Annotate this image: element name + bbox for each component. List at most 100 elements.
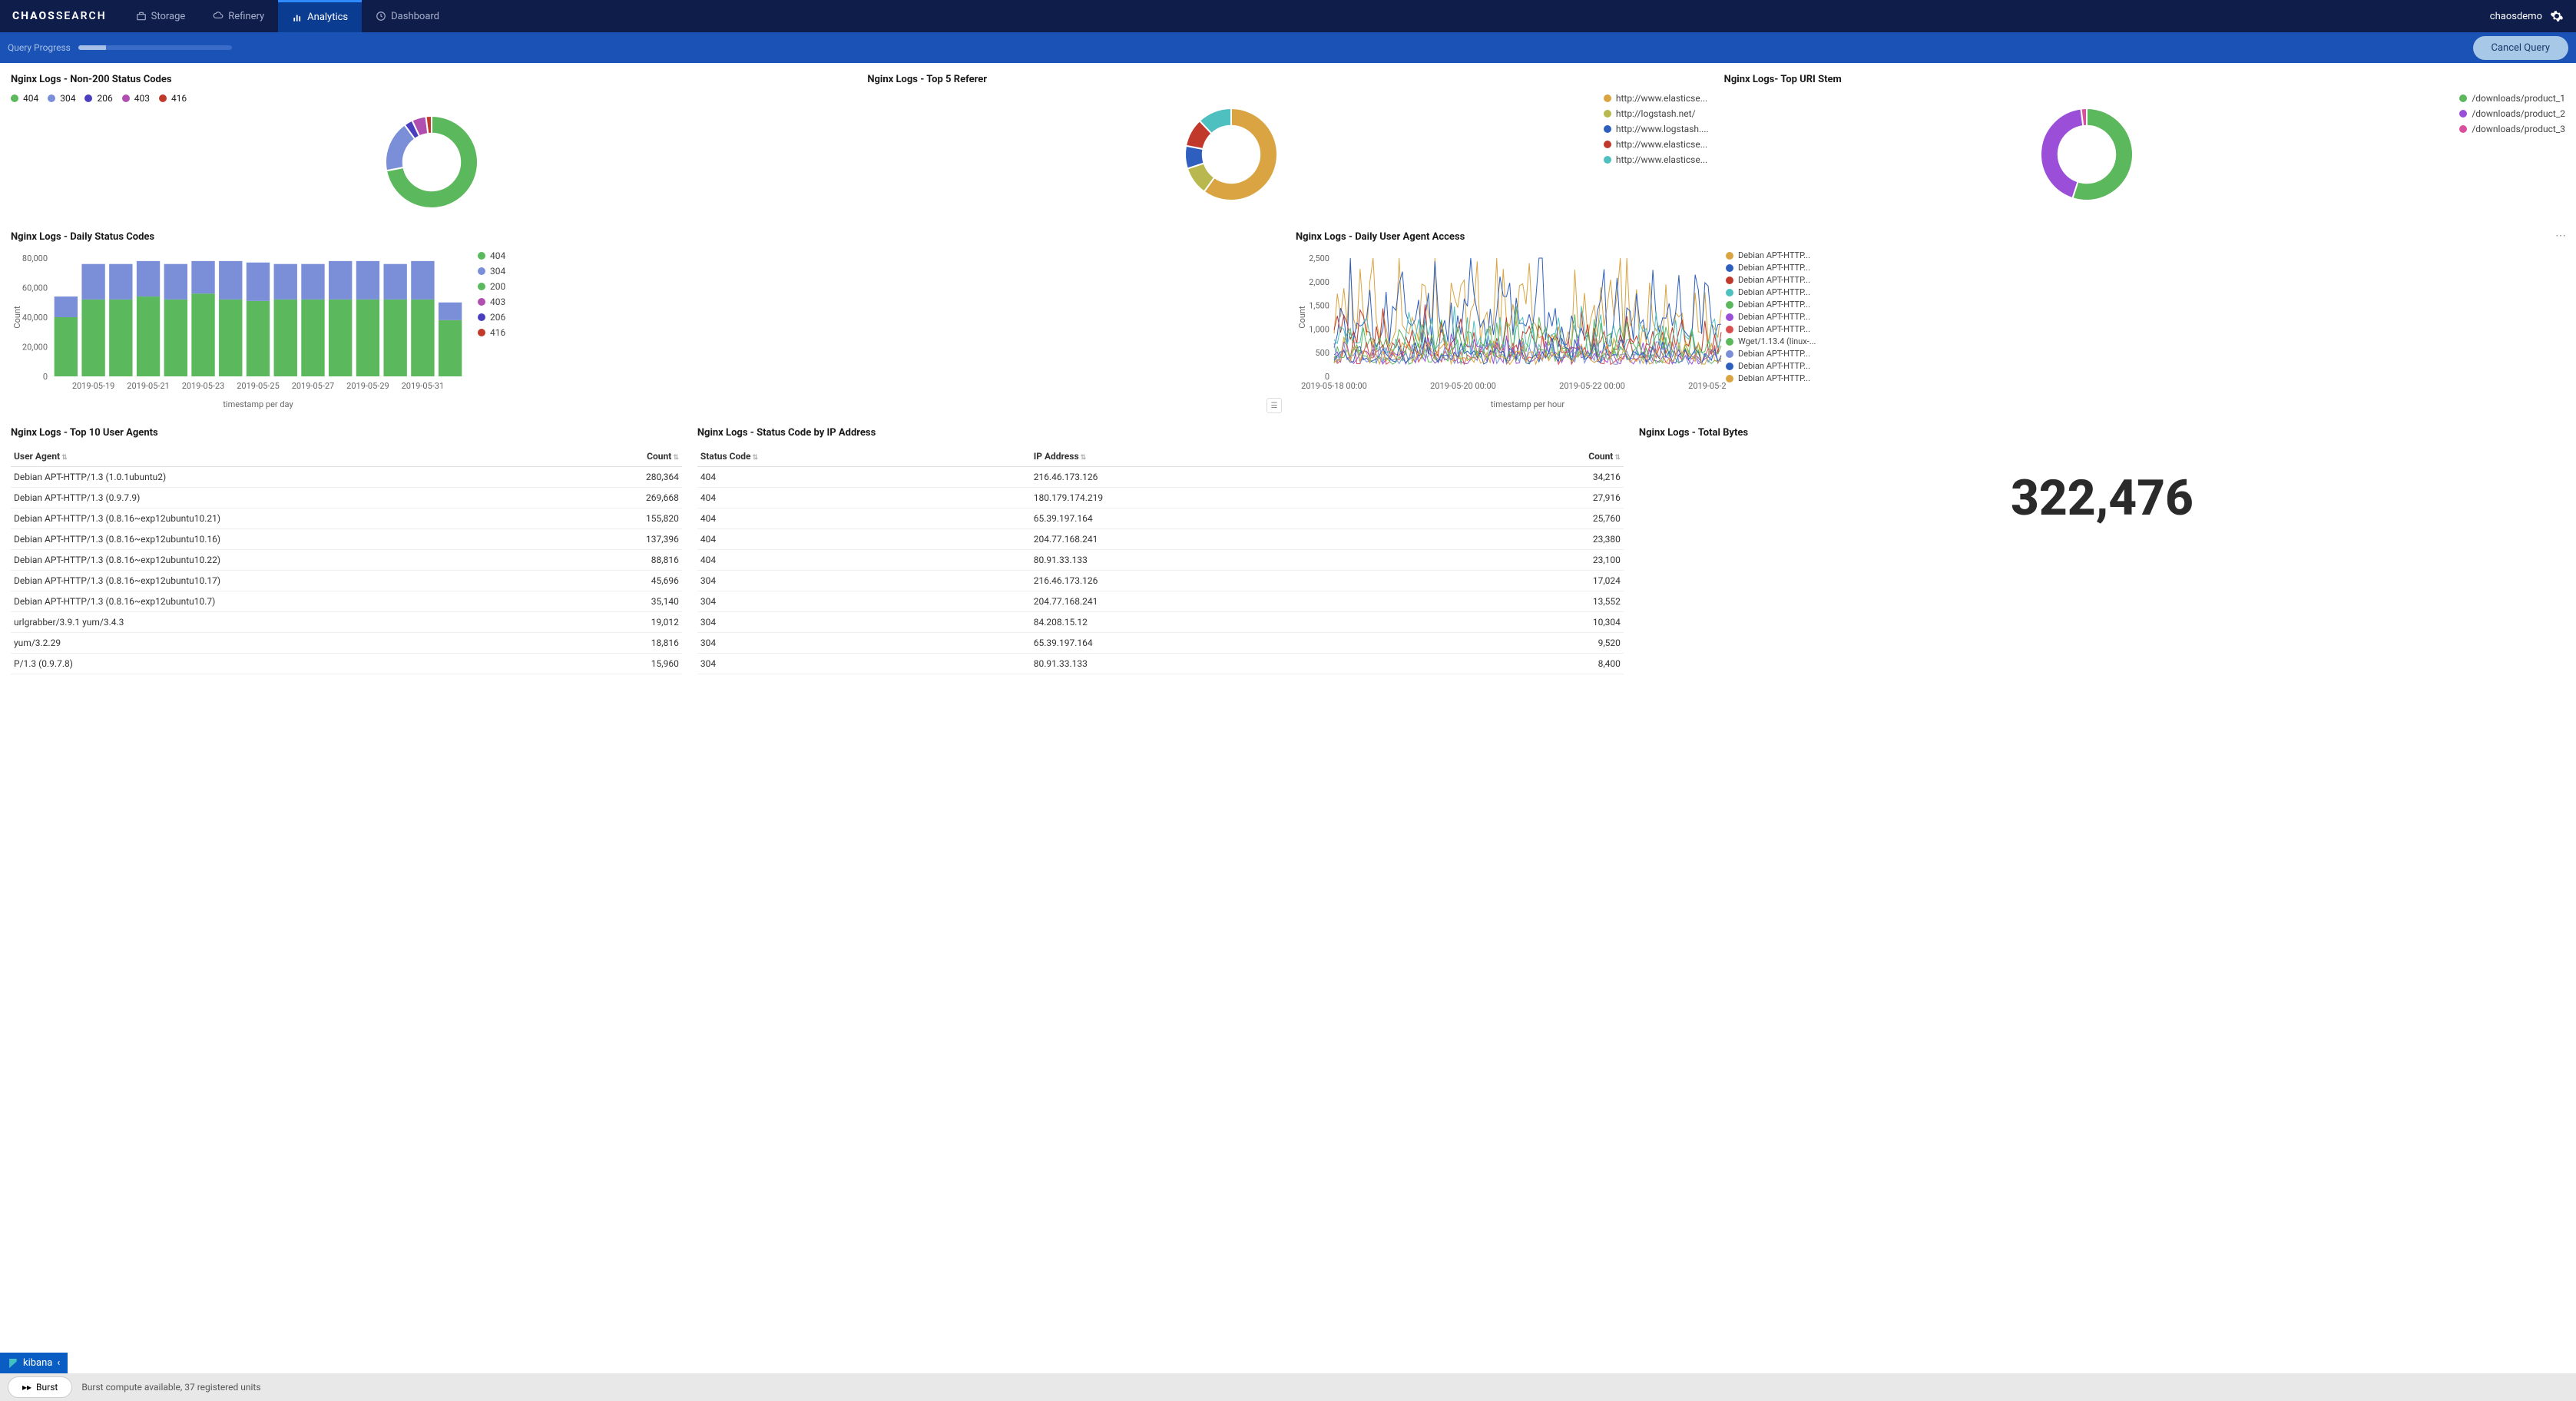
legend-item[interactable]: 304 xyxy=(48,93,75,104)
nav-analytics[interactable]: Analytics xyxy=(278,0,362,32)
table-row[interactable]: 30484.208.15.1210,304 xyxy=(697,612,1624,633)
legend-item[interactable]: 206 xyxy=(84,93,112,104)
table-row[interactable]: Debian APT-HTTP/1.3 (0.8.16~exp12ubuntu1… xyxy=(11,529,682,550)
table-row[interactable]: Debian APT-HTTP/1.3 (0.8.16~exp12ubuntu1… xyxy=(11,550,682,571)
legend-item[interactable]: 416 xyxy=(478,327,505,338)
panel-title: Nginx Logs - Daily Status Codes xyxy=(11,231,1280,243)
legend-item[interactable]: /downloads/product_3 xyxy=(2459,124,2565,134)
svg-text:2019-05-25: 2019-05-25 xyxy=(237,381,280,391)
svg-text:2019-05-24 00:00: 2019-05-24 00:00 xyxy=(1688,381,1726,391)
table-user-agents: User Agent⇅Count⇅Debian APT-HTTP/1.3 (1.… xyxy=(11,446,682,674)
legend-item[interactable]: Wget/1.13.4 (linux-... xyxy=(1726,336,1816,346)
table-row[interactable]: 40465.39.197.16425,760 xyxy=(697,508,1624,529)
progress-bar: Query Progress Cancel Query xyxy=(0,32,2576,63)
topbar-right: chaosdemo xyxy=(2490,9,2564,23)
column-header[interactable]: User Agent⇅ xyxy=(11,446,578,467)
panel-table-status-ip: Nginx Logs - Status Code by IP Address S… xyxy=(693,422,1628,679)
legend-item[interactable]: 403 xyxy=(122,93,150,104)
table-row[interactable]: 40480.91.33.13323,100 xyxy=(697,550,1624,571)
table-row[interactable]: Debian APT-HTTP/1.3 (0.8.16~exp12ubuntu1… xyxy=(11,508,682,529)
table-row[interactable]: Debian APT-HTTP/1.3 (0.9.7.9)269,668 xyxy=(11,488,682,508)
gear-icon[interactable] xyxy=(2550,9,2564,23)
column-header[interactable]: Status Code⇅ xyxy=(697,446,1031,467)
panel-donut-status: Nginx Logs - Non-200 Status Codes 404 304… xyxy=(6,69,856,220)
svg-text:2019-05-31: 2019-05-31 xyxy=(402,381,445,391)
legend-item[interactable]: 416 xyxy=(159,93,187,104)
table-row[interactable]: 404216.46.173.12634,216 xyxy=(697,467,1624,488)
line-legend: Debian APT-HTTP... Debian APT-HTTP... Debi… xyxy=(1726,250,1816,412)
panel-bar-daily-status: Nginx Logs - Daily Status Codes 0 20,000 4… xyxy=(6,227,1285,416)
bottombar: ▸▸ Burst Burst compute available, 37 reg… xyxy=(0,1373,2576,1401)
legend-item[interactable]: Debian APT-HTTP... xyxy=(1726,250,1816,260)
legend-item[interactable]: Debian APT-HTTP... xyxy=(1726,300,1816,310)
brand-logo: CHAOSSEARCH xyxy=(12,10,107,22)
svg-text:2019-05-19: 2019-05-19 xyxy=(72,381,115,391)
legend-item[interactable]: /downloads/product_2 xyxy=(2459,108,2565,119)
column-header[interactable]: Count⇅ xyxy=(578,446,681,467)
kibana-label: kibana xyxy=(23,1357,52,1369)
svg-text:0: 0 xyxy=(43,372,48,382)
donut2-legend: http://www.elasticse... http://logstash.n… xyxy=(1604,93,1709,165)
svg-text:20,000: 20,000 xyxy=(22,343,48,353)
burst-button[interactable]: ▸▸ Burst xyxy=(8,1376,72,1398)
svg-text:2019-05-18 00:00: 2019-05-18 00:00 xyxy=(1301,381,1367,391)
donut3-legend: /downloads/product_1/downloads/product_2… xyxy=(2459,93,2565,134)
legend-item[interactable]: 403 xyxy=(478,296,505,307)
panel-menu-icon[interactable]: ⋯ xyxy=(2555,230,2567,242)
cancel-query-button[interactable]: Cancel Query xyxy=(2473,36,2568,60)
svg-text:timestamp per day: timestamp per day xyxy=(223,399,293,409)
legend-item[interactable]: Debian APT-HTTP... xyxy=(1726,312,1816,322)
table-row[interactable]: 304216.46.173.12617,024 xyxy=(697,571,1624,591)
legend-item[interactable]: Debian APT-HTTP... xyxy=(1726,263,1816,273)
legend-item[interactable]: http://logstash.net/ xyxy=(1604,108,1709,119)
svg-text:timestamp per hour: timestamp per hour xyxy=(1491,399,1564,409)
legend-item[interactable]: http://www.logstash.... xyxy=(1604,124,1709,134)
donut3-chart xyxy=(2010,93,2164,216)
panel-title: Nginx Logs - Non-200 Status Codes xyxy=(11,74,852,85)
table-row[interactable]: 30465.39.197.1649,520 xyxy=(697,633,1624,654)
svg-text:2019-05-23: 2019-05-23 xyxy=(182,381,225,391)
legend-item[interactable]: 200 xyxy=(478,281,505,292)
nav-storage[interactable]: Storage xyxy=(122,0,200,32)
donut1-legend: 404 304 206 403 416 xyxy=(11,93,852,104)
svg-text:1,500: 1,500 xyxy=(1309,301,1329,311)
kibana-toggle[interactable]: kibana ‹ xyxy=(0,1353,68,1373)
legend-item[interactable]: Debian APT-HTTP... xyxy=(1726,287,1816,297)
column-header[interactable]: IP Address⇅ xyxy=(1031,446,1425,467)
svg-text:80,000: 80,000 xyxy=(22,253,48,263)
legend-item[interactable]: 404 xyxy=(478,250,505,261)
table-row[interactable]: 404180.179.174.21927,916 xyxy=(697,488,1624,508)
legend-item[interactable]: Debian APT-HTTP... xyxy=(1726,324,1816,334)
svg-text:Count: Count xyxy=(1297,306,1307,329)
table-row[interactable]: 404204.77.168.24123,380 xyxy=(697,529,1624,550)
legend-item[interactable]: http://www.elasticse... xyxy=(1604,154,1709,165)
legend-item[interactable]: 206 xyxy=(478,312,505,323)
progress-label: Query Progress xyxy=(8,42,71,53)
column-header[interactable]: Count⇅ xyxy=(1425,446,1624,467)
table-row[interactable]: Debian APT-HTTP/1.3 (0.8.16~exp12ubuntu1… xyxy=(11,591,682,612)
legend-item[interactable]: http://www.elasticse... xyxy=(1604,139,1709,150)
table-row[interactable]: Debian APT-HTTP/1.3 (0.8.16~exp12ubuntu1… xyxy=(11,571,682,591)
legend-item[interactable]: Debian APT-HTTP... xyxy=(1726,275,1816,285)
svg-text:2019-05-27: 2019-05-27 xyxy=(292,381,335,391)
table-row[interactable]: P/1.3 (0.9.7.8)15,960 xyxy=(11,654,682,674)
table-row[interactable]: yum/3.2.2918,816 xyxy=(11,633,682,654)
legend-item[interactable]: Debian APT-HTTP... xyxy=(1726,349,1816,359)
list-toggle-icon[interactable]: ☰ xyxy=(1266,398,1282,413)
svg-text:2,500: 2,500 xyxy=(1309,253,1329,263)
nav-dashboard[interactable]: Dashboard xyxy=(362,0,453,32)
svg-text:500: 500 xyxy=(1315,348,1329,358)
table-row[interactable]: Debian APT-HTTP/1.3 (1.0.1ubuntu2)280,36… xyxy=(11,467,682,488)
panel-title: Nginx Logs - Top 10 User Agents xyxy=(11,427,682,439)
legend-item[interactable]: Debian APT-HTTP... xyxy=(1726,373,1816,383)
legend-item[interactable]: 304 xyxy=(478,266,505,277)
table-row[interactable]: 304204.77.168.24113,552 xyxy=(697,591,1624,612)
table-row[interactable]: urlgrabber/3.9.1 yum/3.4.319,012 xyxy=(11,612,682,633)
kibana-icon xyxy=(8,1358,18,1369)
nav-refinery[interactable]: Refinery xyxy=(199,0,278,32)
legend-item[interactable]: http://www.elasticse... xyxy=(1604,93,1709,104)
legend-item[interactable]: Debian APT-HTTP... xyxy=(1726,361,1816,371)
legend-item[interactable]: 404 xyxy=(11,93,38,104)
legend-item[interactable]: /downloads/product_1 xyxy=(2459,93,2565,104)
table-row[interactable]: 30480.91.33.1338,400 xyxy=(697,654,1624,674)
